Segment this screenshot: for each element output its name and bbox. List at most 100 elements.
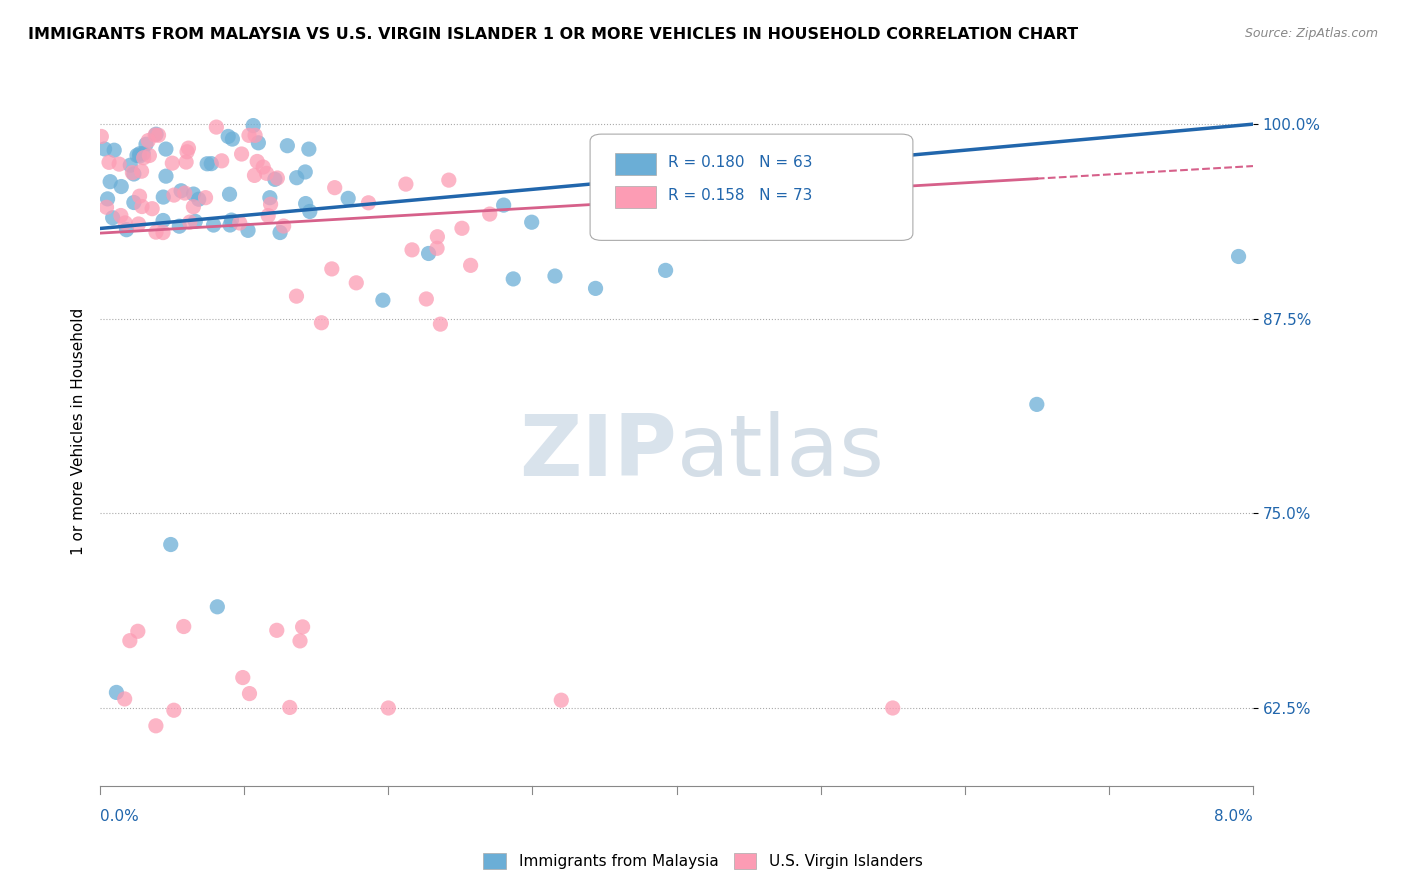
- Point: [266, 624, 288, 638]
- Point: [229, 216, 252, 230]
- Point: [232, 671, 254, 685]
- Point: [395, 177, 418, 191]
- Point: [321, 261, 343, 276]
- Point: [152, 213, 174, 227]
- Point: [451, 221, 474, 235]
- Point: [205, 120, 228, 134]
- Point: [155, 142, 177, 156]
- Point: [627, 191, 650, 205]
- Point: [138, 148, 160, 162]
- Point: [169, 219, 191, 234]
- Point: [202, 218, 225, 232]
- Point: [93, 142, 115, 156]
- Point: [437, 173, 460, 187]
- Point: [242, 119, 264, 133]
- Point: [141, 202, 163, 216]
- Point: [550, 693, 572, 707]
- Text: 0.0%: 0.0%: [100, 809, 139, 824]
- Point: [97, 192, 120, 206]
- Point: [105, 685, 128, 699]
- Point: [128, 149, 150, 163]
- Point: [145, 225, 167, 239]
- Point: [278, 700, 301, 714]
- Point: [231, 147, 253, 161]
- Point: [173, 186, 195, 200]
- Point: [114, 692, 136, 706]
- Point: [179, 215, 201, 229]
- Point: [544, 268, 567, 283]
- Point: [121, 166, 143, 180]
- Point: [263, 172, 285, 186]
- Point: [294, 165, 316, 179]
- Point: [219, 218, 242, 232]
- Point: [252, 160, 274, 174]
- Point: [418, 246, 440, 260]
- Point: [285, 170, 308, 185]
- Point: [200, 156, 222, 170]
- Point: [174, 155, 197, 169]
- Point: [163, 703, 186, 717]
- Point: [127, 624, 149, 639]
- Point: [177, 141, 200, 155]
- Point: [110, 209, 132, 223]
- Point: [132, 146, 155, 161]
- Point: [269, 226, 291, 240]
- Point: [415, 292, 437, 306]
- Point: [131, 200, 153, 214]
- Point: [218, 187, 240, 202]
- Point: [176, 145, 198, 159]
- Point: [371, 293, 394, 308]
- Point: [882, 701, 904, 715]
- Bar: [616, 186, 655, 209]
- Point: [323, 180, 346, 194]
- Point: [429, 317, 451, 331]
- Point: [96, 200, 118, 214]
- Point: [148, 128, 170, 143]
- Point: [145, 127, 167, 141]
- Point: [298, 142, 321, 156]
- Point: [285, 289, 308, 303]
- Point: [460, 258, 482, 272]
- Point: [207, 599, 229, 614]
- Point: [217, 129, 239, 144]
- Point: [132, 151, 155, 165]
- Point: [273, 219, 295, 233]
- Point: [195, 157, 218, 171]
- Point: [136, 134, 159, 148]
- Point: [426, 229, 449, 244]
- Point: [110, 179, 132, 194]
- Text: atlas: atlas: [676, 411, 884, 494]
- Point: [478, 207, 501, 221]
- Point: [311, 316, 333, 330]
- Point: [103, 143, 125, 157]
- Point: [122, 195, 145, 210]
- Point: [257, 209, 280, 223]
- Point: [173, 619, 195, 633]
- Point: [585, 281, 607, 295]
- Point: [1227, 250, 1250, 264]
- Point: [152, 226, 174, 240]
- Point: [187, 192, 209, 206]
- Point: [291, 620, 314, 634]
- Point: [298, 204, 321, 219]
- Point: [288, 634, 311, 648]
- Point: [238, 128, 260, 143]
- Point: [492, 198, 515, 212]
- Point: [294, 196, 316, 211]
- Point: [145, 719, 167, 733]
- Point: [155, 169, 177, 183]
- Point: [266, 171, 288, 186]
- Point: [183, 187, 205, 202]
- Point: [128, 217, 150, 231]
- Point: [337, 191, 360, 205]
- Point: [357, 195, 380, 210]
- Point: [131, 164, 153, 178]
- Point: [98, 155, 121, 169]
- Point: [120, 158, 142, 172]
- Legend: Immigrants from Malaysia, U.S. Virgin Islanders: Immigrants from Malaysia, U.S. Virgin Is…: [477, 847, 929, 875]
- Text: Source: ZipAtlas.com: Source: ZipAtlas.com: [1244, 27, 1378, 40]
- Point: [276, 138, 298, 153]
- Point: [183, 200, 205, 214]
- Point: [125, 148, 148, 162]
- Point: [152, 190, 174, 204]
